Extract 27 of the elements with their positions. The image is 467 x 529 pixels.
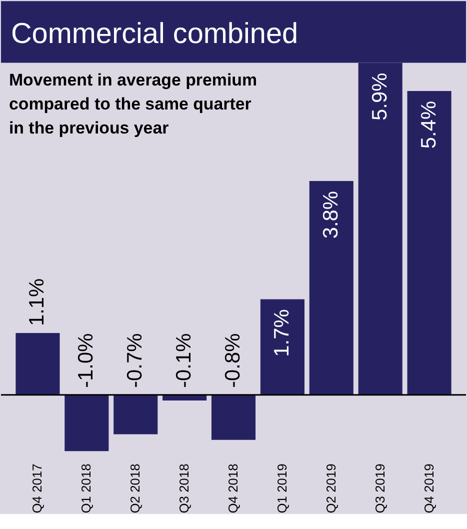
x-tick-label: Q2 2018	[128, 464, 143, 514]
x-tick-label: Q4 2019	[421, 464, 436, 514]
x-tick-label: Q3 2018	[176, 464, 192, 514]
data-label: 1.1%	[26, 278, 49, 326]
x-tick-label: Q3 2019	[372, 464, 388, 514]
data-label: 5.4%	[417, 100, 440, 149]
x-tick-label: Q1 2018	[78, 464, 94, 514]
x-tick-label: Q1 2019	[274, 464, 290, 514]
bar	[211, 394, 256, 440]
data-label: 5.9%	[368, 72, 392, 120]
bar	[16, 332, 60, 395]
bar	[114, 394, 158, 434]
data-label: 3.8%	[319, 190, 342, 239]
bar	[64, 394, 109, 452]
data-label: -0.7%	[124, 333, 147, 388]
data-label: -1.0%	[74, 333, 98, 388]
data-label: -0.8%	[221, 333, 244, 388]
bar	[407, 90, 452, 395]
text: Movement in average premium compared to the same quarter in the previous year	[8, 70, 258, 138]
chart-title: Commercial combined	[10, 18, 298, 50]
x-tick-label: Q4 2017	[30, 464, 45, 514]
x-tick-label: Q2 2019	[323, 464, 338, 514]
data-label: 1.7%	[270, 309, 294, 357]
bar	[309, 181, 354, 395]
x-tick-label: Q4 2018	[225, 464, 240, 514]
bar	[260, 299, 304, 395]
data-label: -0.1%	[172, 333, 196, 388]
